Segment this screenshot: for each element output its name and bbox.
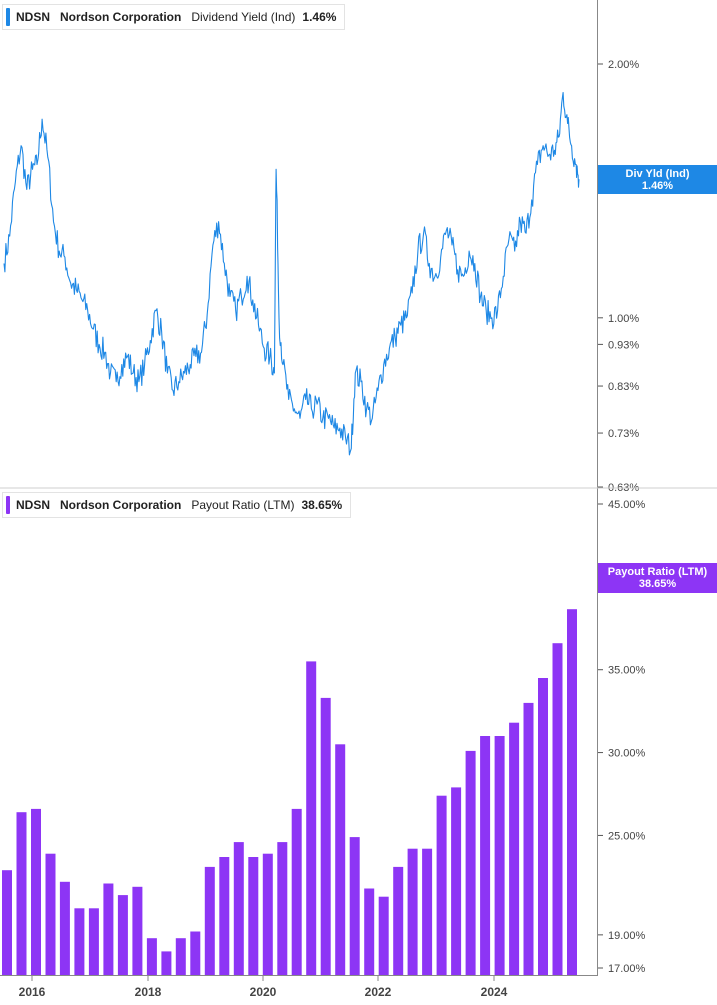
payout-bar [393, 866, 404, 975]
payout-bar [451, 787, 462, 975]
payout-bar [45, 853, 56, 975]
payout-bar [436, 795, 447, 975]
payout-tag-label: Payout Ratio (LTM) [607, 566, 708, 578]
yield-line-series [3, 91, 580, 456]
payout-bar [132, 886, 143, 975]
x-tick-label: 2022 [365, 985, 392, 999]
payout-bar [480, 736, 491, 975]
payout-bar [175, 938, 186, 975]
yield-ytick-label: 0.73% [608, 428, 639, 440]
payout-ytick-label: 17.00% [608, 963, 646, 975]
payout-legend-value: 38.65% [301, 498, 343, 512]
payout-bar [407, 848, 418, 975]
payout-bar [161, 951, 172, 975]
yield-legend-company: Nordson Corporation [60, 10, 182, 24]
payout-bar [103, 883, 114, 975]
payout-bar [567, 609, 577, 975]
payout-bar [494, 736, 505, 975]
payout-bar [509, 722, 520, 975]
payout-bar [233, 842, 244, 975]
payout-bar [465, 750, 476, 975]
payout-bar [378, 896, 389, 975]
payout-bar [190, 931, 201, 975]
payout-bar [31, 808, 41, 975]
yield-ytick-label: 2.00% [608, 59, 639, 71]
x-tick-label: 2020 [250, 985, 277, 999]
payout-bar [59, 881, 70, 975]
payout-bar [364, 888, 375, 975]
yield-legend-metric: Dividend Yield (Ind) [191, 10, 296, 24]
payout-bar [74, 908, 85, 975]
yield-tag-value: 1.46% [641, 180, 674, 192]
payout-ytick-label: 19.00% [608, 930, 646, 942]
yield-line [3, 91, 580, 456]
yield-chart-grid: 2.00%1.00%0.93%0.83%0.73%0.63% [597, 59, 639, 494]
payout-bar [320, 697, 331, 975]
x-tick-label: 2018 [135, 985, 162, 999]
yield-ytick-label: 0.83% [608, 381, 639, 393]
payout-bar-series [2, 609, 577, 975]
payout-bar [291, 808, 302, 975]
yield-ytick-label: 0.93% [608, 339, 639, 351]
payout-bar [262, 853, 273, 975]
yield-ytick-label: 1.00% [608, 313, 639, 325]
payout-bar [16, 812, 27, 975]
payout-bar [538, 678, 548, 975]
payout-bar [306, 661, 317, 975]
payout-bar [523, 702, 534, 975]
payout-legend-swatch [6, 496, 10, 514]
payout-legend[interactable]: NDSN Nordson Corporation Payout Ratio (L… [2, 492, 352, 518]
payout-legend-metric: Payout Ratio (LTM) [191, 498, 295, 512]
payout-bar [248, 857, 259, 975]
payout-ytick-label: 25.00% [608, 830, 646, 842]
payout-bar [422, 848, 433, 975]
yield-current-value-tag: Div Yld (Ind) 1.46% [598, 165, 717, 194]
payout-current-value-tag: Payout Ratio (LTM) 38.65% [598, 563, 717, 593]
payout-bar [2, 870, 12, 975]
payout-bar [277, 842, 288, 975]
payout-bar [117, 895, 128, 975]
yield-legend-value: 1.46% [302, 10, 337, 24]
payout-bar [349, 837, 360, 975]
payout-bar [335, 744, 346, 975]
yield-legend-swatch [6, 8, 10, 26]
payout-tag-value: 38.65% [638, 578, 677, 590]
x-tick-label: 2024 [481, 985, 508, 999]
x-tick-label: 2016 [19, 985, 46, 999]
yield-legend[interactable]: NDSN Nordson Corporation Dividend Yield … [2, 4, 346, 30]
payout-bar [552, 643, 563, 975]
payout-ytick-label: 35.00% [608, 665, 646, 677]
payout-bar [204, 866, 215, 975]
payout-bar [146, 938, 157, 975]
yield-legend-ticker: NDSN [16, 10, 51, 24]
yield-tag-label: Div Yld (Ind) [625, 168, 690, 180]
payout-ytick-label: 45.00% [608, 499, 646, 511]
payout-bar [88, 908, 99, 975]
payout-legend-company: Nordson Corporation [60, 498, 182, 512]
payout-legend-ticker: NDSN [16, 498, 51, 512]
payout-ytick-label: 30.00% [608, 748, 646, 760]
payout-bar [219, 857, 230, 975]
